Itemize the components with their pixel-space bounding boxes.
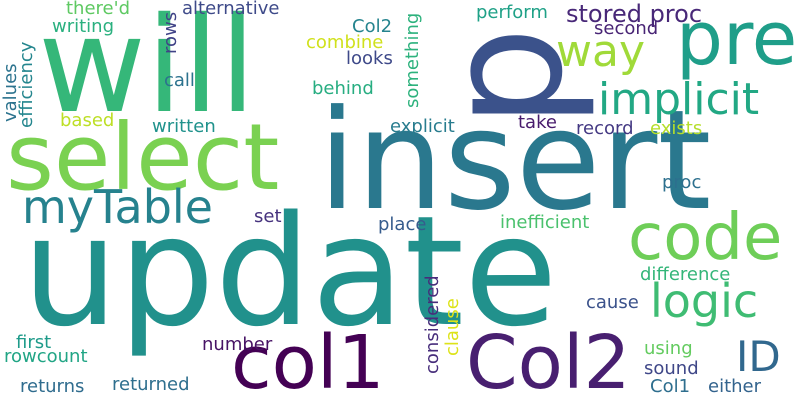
word-implicit: implicit: [598, 74, 760, 125]
word-clause: clause: [442, 298, 463, 356]
word-cause: cause: [586, 292, 639, 313]
word-record: record: [576, 118, 634, 139]
word-mytable: myTable: [22, 180, 213, 234]
word-stored-proc: stored proc: [566, 0, 703, 28]
word-considered: considered: [422, 275, 443, 374]
word-combine: combine: [306, 32, 384, 53]
word-using: using: [644, 338, 693, 359]
word-difference: difference: [640, 264, 731, 285]
word-exists: exists: [650, 118, 703, 139]
word-behind: behind: [312, 78, 374, 99]
word-returns: returns: [20, 376, 85, 397]
word-first: first: [16, 332, 52, 353]
word-id: ID: [736, 332, 781, 381]
word-col2-small: Col2: [352, 16, 393, 37]
word-either: either: [708, 376, 762, 397]
word-perform: perform: [476, 2, 548, 23]
word-update: update: [22, 183, 558, 360]
word-rowcount: rowcount: [4, 346, 88, 367]
word-call: call: [164, 70, 195, 91]
word-pre: pre: [676, 0, 798, 82]
word-looks: looks: [346, 48, 393, 69]
word-second: second: [594, 18, 659, 39]
word-col1-small: Col1: [650, 376, 691, 397]
word-efficiency: efficiency: [16, 41, 37, 128]
word-proc: proc: [662, 172, 702, 193]
word-insert: insert: [318, 80, 712, 241]
word-way: way: [556, 26, 645, 77]
word-code: code: [628, 201, 783, 275]
word-something: something: [402, 12, 423, 108]
word-col2-large: Col2: [466, 320, 631, 400]
word-based: based: [60, 110, 115, 131]
word-rows: rows: [160, 11, 181, 54]
word-inefficient: inefficient: [500, 212, 590, 233]
word-will: will: [38, 0, 256, 143]
word-explicit: explicit: [390, 116, 455, 137]
word-logic: logic: [650, 274, 759, 328]
word-select: select: [6, 104, 280, 211]
word-alternative: alternative: [182, 0, 280, 19]
word-col1: col1: [231, 320, 385, 400]
word-take: take: [518, 112, 557, 133]
word-writing: writing: [52, 16, 115, 37]
word-set: set: [254, 206, 282, 227]
word-written: written: [152, 116, 216, 137]
word-returned: returned: [112, 374, 190, 395]
word-place: place: [378, 214, 427, 235]
word-sound: sound: [644, 358, 699, 379]
word-number: number: [202, 334, 273, 355]
word-thered: there'd: [66, 0, 130, 19]
